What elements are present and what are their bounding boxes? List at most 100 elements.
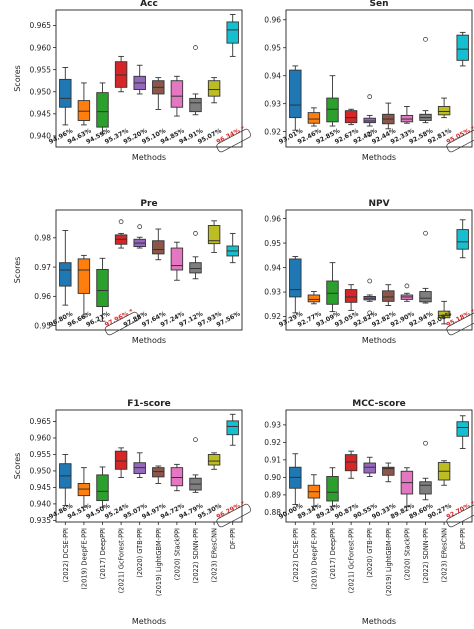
- y-tick-label: 0.96: [264, 214, 281, 223]
- box-9: [456, 34, 469, 61]
- y-tick-label: 0.96: [264, 15, 281, 24]
- box-2: [326, 97, 339, 123]
- y-tick-label: 0.960: [30, 43, 52, 52]
- x-axis-label: Methods: [132, 153, 166, 162]
- panel-title: F1-score: [127, 399, 171, 409]
- box-0: [289, 258, 302, 298]
- x-axis-label: Methods: [362, 617, 396, 626]
- y-tick-label: 0.96: [34, 292, 51, 301]
- y-tick-label: 0.92: [264, 312, 281, 321]
- highlight-label-box: [446, 311, 474, 336]
- y-tick-label: 0.93: [264, 421, 281, 430]
- y-tick-label: 0.92: [264, 127, 281, 136]
- outlier-point: [367, 310, 373, 316]
- y-tick-label: 0.91: [264, 456, 281, 465]
- y-tick-label: 0.92: [264, 438, 281, 447]
- y-tick-label: 0.88: [264, 508, 281, 517]
- outlier-point: [423, 440, 428, 446]
- panel-title: Sen: [370, 0, 389, 9]
- axes-frame: [55, 9, 243, 148]
- box-2: [326, 280, 339, 305]
- method-tick-label: DF-PPI: [459, 528, 467, 549]
- box-6: [170, 247, 184, 271]
- highlight-label-box: [216, 128, 252, 153]
- box-8: [207, 80, 221, 97]
- x-axis-label: Methods: [132, 617, 166, 626]
- method-tick-label: (2020) StackPPI: [403, 528, 411, 580]
- axes-frame: [285, 209, 473, 331]
- box-4: [363, 117, 376, 124]
- method-tick-label: (2017) DeepPPI: [329, 528, 337, 579]
- box-2: [96, 92, 109, 128]
- y-tick-label: 0.95: [34, 321, 51, 330]
- box-6: [170, 80, 184, 108]
- axes-frame: [285, 409, 473, 523]
- method-tick-label: (2022) SDNN-PPI: [422, 528, 430, 583]
- y-tick-label: 0.93: [264, 99, 281, 108]
- box-8: [207, 454, 221, 466]
- y-tick-label: 0.95: [264, 239, 281, 248]
- y-axis-label: Scores: [13, 453, 22, 480]
- method-tick-label: (2020) GTB-PPI: [136, 528, 144, 578]
- y-tick-label: 0.93: [264, 288, 281, 297]
- box-3: [344, 289, 358, 303]
- method-tick-label: (2019) DeepFE-PPI: [310, 528, 318, 590]
- box-1: [307, 112, 321, 124]
- box-8: [437, 106, 451, 116]
- box-0: [59, 262, 72, 287]
- box-3: [114, 450, 128, 470]
- method-tick-label: (2022) SDNN-PPI: [192, 528, 200, 583]
- box-8: [437, 310, 451, 319]
- box-5: [382, 466, 395, 476]
- y-tick-label: 0.940: [30, 500, 52, 509]
- panel-title: MCC-score: [352, 399, 406, 409]
- method-tick-label: (2019) LightGBM-PPI: [155, 528, 163, 596]
- box-9: [456, 421, 469, 437]
- box-7: [419, 481, 432, 495]
- outlier-point: [193, 437, 198, 443]
- y-tick-label: 0.89: [264, 491, 281, 500]
- box-2: [96, 268, 109, 308]
- method-tick-label: DF-PPI: [229, 528, 237, 549]
- outlier-point: [193, 231, 198, 236]
- panel-title: NPV: [368, 199, 389, 209]
- box-9: [226, 420, 239, 436]
- method-tick-label: (2022) DCSE-PPI: [62, 528, 70, 582]
- box-7: [189, 97, 202, 113]
- box-8: [207, 225, 221, 245]
- box-9: [456, 229, 469, 250]
- y-tick-label: 0.965: [30, 417, 52, 426]
- box-1: [77, 258, 91, 294]
- y-tick-label: 0.97: [34, 263, 51, 272]
- method-tick-label: (2023) EResCNN: [211, 528, 219, 583]
- highlight-label-box: [104, 311, 140, 336]
- method-tick-label: (2020) StackPPI: [173, 528, 181, 580]
- axes-frame: [55, 409, 243, 523]
- y-tick-label: 0.94: [264, 263, 281, 272]
- method-tick-label: (2021) GcForest-PPI: [348, 528, 356, 593]
- box-5: [152, 467, 165, 478]
- method-tick-label: (2021) GcForest-PPI: [118, 528, 126, 593]
- box-6: [170, 467, 184, 487]
- method-tick-label: (2017) DeepPPI: [99, 528, 107, 579]
- method-tick-label: (2019) DeepFE-PPI: [80, 528, 88, 590]
- method-tick-label: (2022) DCSE-PPI: [292, 528, 300, 582]
- axes-frame: [285, 9, 473, 148]
- y-tick-label: 0.98: [34, 234, 51, 243]
- method-tick-label: (2020) GTB-PPI: [366, 528, 374, 578]
- axes-frame: [55, 209, 243, 331]
- highlight-label-box: [446, 503, 474, 528]
- outlier-point: [367, 94, 373, 100]
- x-axis-label: Methods: [132, 336, 166, 345]
- box-1: [77, 100, 91, 121]
- y-tick-label: 0.935: [30, 516, 52, 525]
- outlier-point: [367, 132, 373, 137]
- outlier-point: [423, 230, 428, 236]
- box-4: [363, 462, 376, 474]
- outlier-point: [193, 45, 198, 50]
- method-tick-label: (2023) EResCNN: [441, 528, 449, 583]
- outlier-point: [137, 224, 143, 230]
- y-tick-label: 0.965: [30, 21, 52, 30]
